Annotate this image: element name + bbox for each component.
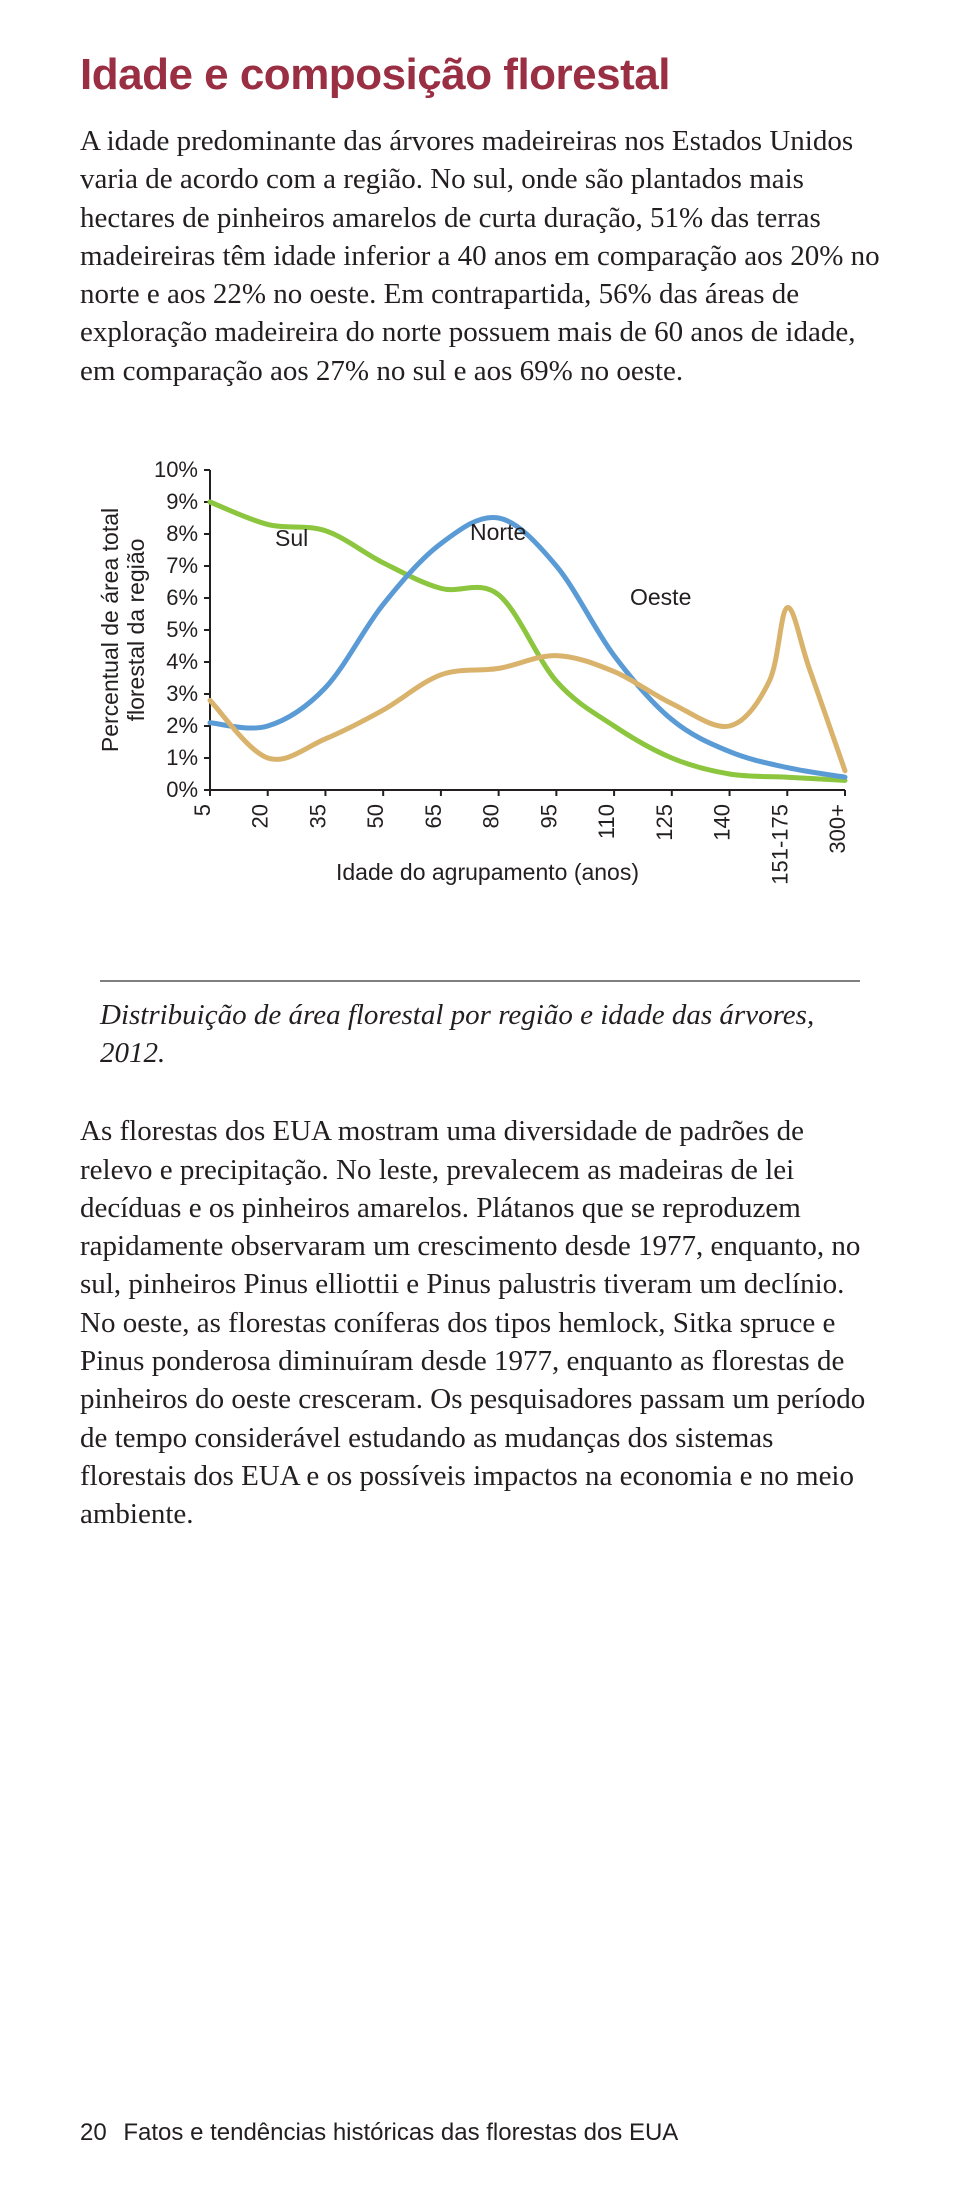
body-paragraph-2: As florestas dos EUA mostram uma diversi…: [80, 1112, 880, 1533]
y-tick-label: 1%: [166, 745, 198, 770]
y-tick-label: 6%: [166, 585, 198, 610]
y-axis-label: florestal da região: [123, 538, 149, 721]
x-tick-label: 35: [305, 804, 330, 828]
page-title: Idade e composição florestal: [80, 50, 880, 100]
y-axis-label: Percentual de área total: [100, 508, 123, 752]
y-tick-label: 7%: [166, 553, 198, 578]
x-tick-label: 300+: [825, 804, 850, 854]
y-tick-label: 10%: [154, 457, 198, 482]
series-norte: [210, 517, 845, 777]
x-tick-label: 110: [594, 804, 619, 839]
x-tick-label: 151-175: [767, 804, 792, 885]
footer-text: Fatos e tendências históricas das flores…: [123, 2119, 678, 2146]
y-tick-label: 2%: [166, 713, 198, 738]
x-tick-label: 20: [248, 804, 273, 828]
x-tick-label: 125: [652, 804, 677, 841]
y-tick-label: 3%: [166, 681, 198, 706]
y-tick-label: 4%: [166, 649, 198, 674]
legend-sul: Sul: [275, 525, 308, 551]
intro-paragraph: A idade predominante das árvores madeire…: [80, 122, 880, 390]
legend-norte: Norte: [470, 519, 526, 545]
x-tick-label: 140: [710, 804, 735, 841]
y-tick-label: 0%: [166, 777, 198, 802]
y-tick-label: 5%: [166, 617, 198, 642]
x-tick-label: 5: [190, 804, 215, 816]
chart-caption: Distribuição de área florestal por regiã…: [100, 996, 860, 1073]
x-axis-label: Idade do agrupamento (anos): [336, 859, 639, 885]
page-footer: 20 Fatos e tendências históricas das flo…: [80, 2119, 678, 2147]
page-number: 20: [80, 2119, 107, 2146]
x-tick-label: 80: [479, 804, 504, 828]
y-tick-label: 8%: [166, 521, 198, 546]
legend-oeste: Oeste: [630, 584, 691, 610]
age-distribution-chart: 0% 1% 2% 3% 4% 5% 6% 7% 8% 9% 10% 5 20 35 50 65 80 95 110 1…: [100, 450, 860, 940]
x-tick-label: 50: [363, 804, 388, 828]
x-tick-label: 95: [536, 804, 561, 828]
x-tick-label: 65: [421, 804, 446, 828]
y-tick-label: 9%: [166, 489, 198, 514]
divider: [100, 980, 860, 982]
